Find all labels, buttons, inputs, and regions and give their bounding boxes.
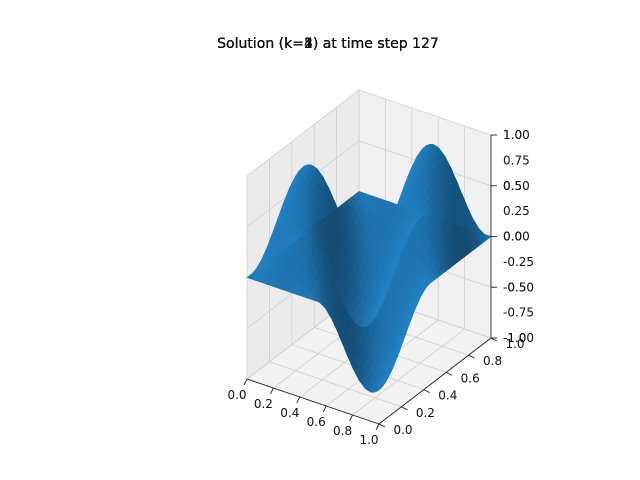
x-tick-mark xyxy=(375,423,380,431)
z-tick-label: 0.25 xyxy=(503,204,530,218)
z-tick-label: -0.50 xyxy=(503,280,534,294)
chart-title: Solution (k=1) at time step 127 xyxy=(217,36,439,52)
y-tick-mark xyxy=(423,389,431,394)
chart-title: Solution (k=3) at time step 127 xyxy=(217,36,439,52)
z-tick-label: 0.0 xyxy=(503,230,522,244)
y-tick-label: 0.4 xyxy=(438,389,457,403)
x-tick-label: 0.4 xyxy=(280,406,299,420)
z-tick-label: -0.75 xyxy=(503,306,534,320)
x-tick-label: 0.0 xyxy=(227,388,246,402)
z-tick-label: -0.5 xyxy=(503,280,526,294)
z-tick-label: -0.25 xyxy=(503,255,534,269)
x-tick-mark xyxy=(296,396,301,404)
y-tick-label: 0.8 xyxy=(483,354,502,368)
chart-title: Solution (k=2) at time step 127 xyxy=(217,36,439,52)
grid-line-z xyxy=(246,89,492,177)
x-tick-label: 0.6 xyxy=(307,415,326,429)
x-tick-mark xyxy=(322,405,327,413)
z-tick-label: 0.5 xyxy=(503,179,522,193)
y-tick-label: 0.2 xyxy=(416,406,435,420)
z-tick-label: 1.0 xyxy=(503,128,522,142)
z-tick-label: -1.0 xyxy=(503,331,526,345)
z-tick-label: 0.50 xyxy=(503,179,530,193)
x-axis-ticks: 0.0 0.2 0.4 0.6 0.8 1.0 xyxy=(227,378,380,447)
chart-title: Solution (k=4) at time step 127 xyxy=(217,36,439,52)
x-tick-mark xyxy=(269,387,274,395)
z-tick-label: 1.00 xyxy=(503,128,530,142)
y-tick-mark xyxy=(378,423,386,428)
z-tick-label: 0.00 xyxy=(503,230,530,244)
chart-title: Solution (k=5) at time step 127 xyxy=(217,36,439,52)
y-tick-mark xyxy=(468,354,475,359)
z-tick-label: -1.00 xyxy=(503,331,534,345)
y-tick-label: 0.0 xyxy=(393,423,412,437)
y-tick-label: 1.0 xyxy=(505,337,524,351)
z-axis-ticks: -1.0 -0.5 0.0 0.5 1.0 -1.00 -0.75 -0.50 -0.25 0.0… xyxy=(491,128,534,345)
y-tick-mark xyxy=(401,406,408,411)
y-tick-label: 0.6 xyxy=(461,371,480,385)
chart-titles: Solution (k=1) at time step 127Solution … xyxy=(217,36,439,52)
x-tick-mark xyxy=(243,378,248,386)
y-axis-ticks: 0.0 0.20.4 0.60.81.0 xyxy=(378,337,525,437)
surface-plot xyxy=(246,143,492,393)
x-tick-label: 0.8 xyxy=(333,424,352,438)
y-tick-mark xyxy=(490,337,498,342)
surface-patch xyxy=(355,191,363,198)
x-tick-mark xyxy=(349,414,354,422)
z-tick-label: 0.75 xyxy=(503,153,530,167)
x-axis-line xyxy=(246,378,380,425)
x-tick-label: 0.2 xyxy=(254,397,273,411)
x-tick-label: 1.0 xyxy=(359,433,378,447)
y-axis-line xyxy=(378,337,492,425)
y-tick-mark xyxy=(445,371,453,376)
